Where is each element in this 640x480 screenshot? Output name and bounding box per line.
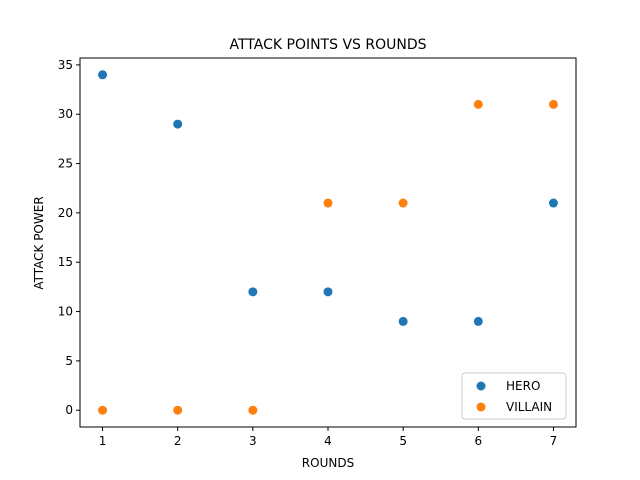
x-axis-label: ROUNDS xyxy=(302,456,354,470)
x-tick-label: 5 xyxy=(399,434,407,448)
y-axis-label: ATTACK POWER xyxy=(32,196,46,289)
legend-box xyxy=(461,372,567,420)
x-tick-label: 7 xyxy=(550,434,558,448)
x-tick-label: 4 xyxy=(324,434,332,448)
y-tick-label: 10 xyxy=(58,305,73,319)
x-tick-label: 3 xyxy=(249,434,257,448)
x-tick-label: 1 xyxy=(99,434,107,448)
legend: HERO VILLAIN xyxy=(461,372,567,420)
chart-title: ATTACK POINTS VS ROUNDS xyxy=(230,37,427,53)
point-villain xyxy=(173,405,183,415)
point-hero xyxy=(98,70,108,80)
point-hero xyxy=(398,316,408,326)
point-hero xyxy=(173,119,183,129)
point-villain xyxy=(548,99,558,109)
y-tick-label: 25 xyxy=(58,157,73,171)
legend-marker-villain xyxy=(476,402,486,412)
legend-marker-hero xyxy=(476,381,486,391)
point-hero xyxy=(248,287,258,297)
point-villain xyxy=(398,198,408,208)
y-tick-label: 20 xyxy=(58,206,73,220)
point-villain xyxy=(323,198,333,208)
y-tick-label: 5 xyxy=(65,354,73,368)
point-villain xyxy=(248,405,258,415)
legend-label-villain: VILLAIN xyxy=(506,400,552,414)
point-villain xyxy=(98,405,108,415)
point-hero xyxy=(473,316,483,326)
point-hero xyxy=(323,287,333,297)
x-axis: 1 2 3 4 5 6 7 xyxy=(99,427,558,448)
data-points xyxy=(98,70,558,415)
y-axis: 0 5 10 15 20 25 30 35 xyxy=(58,58,80,417)
point-hero xyxy=(548,198,558,208)
x-tick-label: 2 xyxy=(174,434,182,448)
y-tick-label: 30 xyxy=(58,107,73,121)
y-tick-label: 35 xyxy=(58,58,73,72)
legend-label-hero: HERO xyxy=(506,379,540,393)
y-tick-label: 0 xyxy=(65,403,73,417)
point-villain xyxy=(473,99,483,109)
y-tick-label: 15 xyxy=(58,255,73,269)
x-tick-label: 6 xyxy=(474,434,482,448)
plot-area xyxy=(79,57,577,428)
